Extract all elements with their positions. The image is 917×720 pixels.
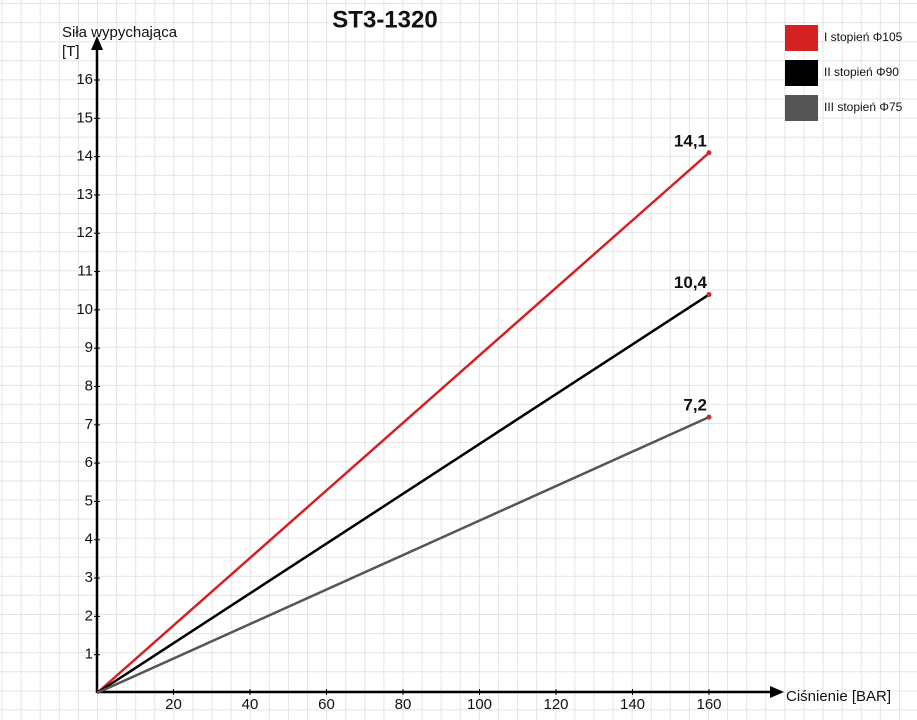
x-axis-label: Ciśnienie [BAR]: [786, 688, 891, 705]
x-tick-label: 120: [543, 696, 568, 713]
y-tick-label: 1: [85, 646, 93, 663]
y-axis-label: [T]: [62, 43, 80, 60]
series-line: [96, 416, 710, 695]
x-arrow: [770, 686, 784, 698]
x-tick-label: 140: [620, 696, 645, 713]
end-point: [706, 414, 712, 420]
x-tick-label: 100: [467, 696, 492, 713]
x-tick-label: 160: [696, 696, 721, 713]
legend-label: I stopień Φ105: [824, 30, 903, 44]
chart-title: ST3-1320: [332, 6, 437, 33]
y-tick-label: 5: [85, 492, 93, 509]
data-label: 14,1: [674, 131, 707, 150]
legend-label: III stopień Φ75: [824, 100, 903, 114]
y-tick-label: 11: [77, 263, 93, 280]
y-tick-label: 14: [76, 148, 93, 165]
x-tick-label: 80: [395, 696, 412, 713]
y-tick-label: 3: [85, 569, 93, 586]
y-tick-label: 9: [85, 339, 93, 356]
data-label: 10,4: [674, 273, 708, 292]
legend-label: II stopień Φ90: [824, 65, 899, 79]
y-tick-label: 4: [85, 531, 93, 548]
y-axis-label: Siła wypychająca: [62, 24, 178, 41]
data-label: 7,2: [683, 396, 707, 415]
y-tick-label: 12: [76, 224, 93, 241]
end-point: [706, 150, 712, 156]
y-tick-label: 2: [85, 607, 93, 624]
y-tick-label: 7: [85, 416, 93, 433]
legend-swatch: [785, 60, 818, 86]
y-tick-label: 15: [76, 109, 93, 126]
legend-swatch: [785, 25, 818, 51]
y-arrow: [91, 36, 103, 50]
x-tick-label: 60: [318, 696, 335, 713]
series-line: [96, 293, 710, 695]
y-tick-label: 8: [85, 377, 93, 394]
series-line: [96, 151, 710, 694]
x-tick-label: 20: [165, 696, 182, 713]
y-tick-label: 16: [76, 71, 93, 88]
y-tick-label: 10: [76, 301, 93, 318]
end-point: [706, 292, 712, 298]
y-tick-label: 6: [85, 454, 93, 471]
legend-swatch: [785, 95, 818, 121]
y-tick-label: 13: [76, 186, 93, 203]
x-tick-label: 40: [242, 696, 259, 713]
